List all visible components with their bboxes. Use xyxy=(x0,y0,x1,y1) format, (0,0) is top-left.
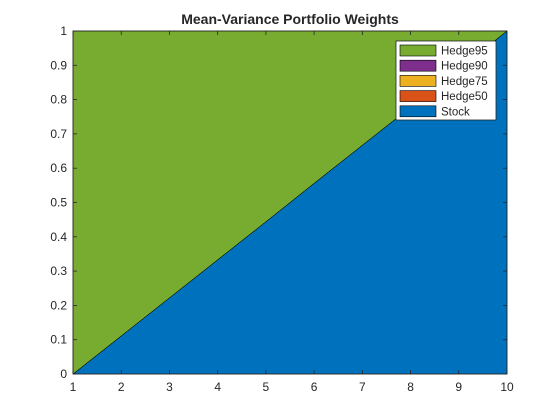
x-tick-label: 6 xyxy=(311,380,318,394)
legend: Hedge95 Hedge90 Hedge75 Hedge50 Stock xyxy=(395,40,497,121)
y-tick-label: 0.7 xyxy=(50,127,67,141)
y-tick-label: 1 xyxy=(60,24,67,38)
legend-label-hedge95: Hedge95 xyxy=(441,46,488,58)
y-tick-label: 0.4 xyxy=(50,230,67,244)
y-tick-label: 0 xyxy=(60,367,67,381)
x-tick-label: 7 xyxy=(359,380,366,394)
legend-swatch-stock xyxy=(399,105,437,118)
y-tick-label: 0.2 xyxy=(50,298,67,312)
y-tick-label: 0.5 xyxy=(50,196,67,210)
y-axis-ticks: 0 0.1 0.2 0.3 0.4 0.5 0.6 0.7 0.8 0.9 1 xyxy=(50,24,507,381)
legend-swatch-hedge95 xyxy=(399,44,437,57)
y-tick-label: 0.1 xyxy=(50,333,67,347)
x-tick-label: 9 xyxy=(455,380,462,394)
y-tick-label: 0.3 xyxy=(50,264,67,278)
x-tick-label: 10 xyxy=(500,380,514,394)
legend-swatch-hedge90 xyxy=(399,59,437,72)
legend-label-stock: Stock xyxy=(441,106,470,118)
x-tick-label: 4 xyxy=(214,380,221,394)
legend-swatch-hedge50 xyxy=(399,90,437,102)
x-tick-label: 2 xyxy=(118,380,125,394)
y-tick-label: 0.8 xyxy=(50,93,67,107)
legend-swatch-hedge75 xyxy=(399,75,437,87)
legend-label-hedge75: Hedge75 xyxy=(441,76,488,88)
y-tick-label: 0.9 xyxy=(50,58,67,72)
x-tick-label: 3 xyxy=(166,380,173,394)
legend-label-hedge90: Hedge90 xyxy=(441,61,488,73)
y-tick-label: 0.6 xyxy=(50,161,67,175)
legend-label-hedge50: Hedge50 xyxy=(441,91,488,103)
chart-title: Mean-Variance Portfolio Weights xyxy=(181,11,399,27)
x-tick-label: 8 xyxy=(407,380,414,394)
x-tick-label: 5 xyxy=(263,380,270,394)
x-tick-label: 1 xyxy=(70,380,77,394)
x-axis-ticks: 1 2 3 4 5 6 7 8 9 10 xyxy=(70,31,514,394)
